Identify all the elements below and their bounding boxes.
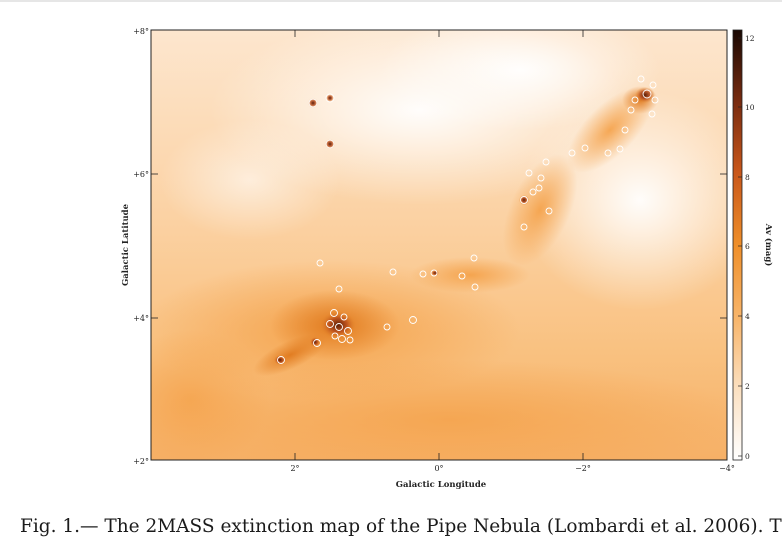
extinction-map-image: [151, 30, 727, 460]
colorbar-tick-label: 8: [745, 173, 750, 182]
y-axis-label: Galactic Latitude: [121, 203, 131, 286]
colorbar-tick-label: 0: [745, 452, 750, 461]
y-tick-label: +4°: [133, 314, 149, 323]
colorbar-tick-labels: 12 10 8 6 4 2 0: [745, 34, 755, 461]
y-tick-label: +8°: [133, 27, 149, 36]
colorbar-label: Av (mag): [763, 223, 774, 267]
core-markers: [277, 75, 659, 364]
x-tick-label: 2°: [290, 464, 299, 473]
colorbar-tick-label: 4: [745, 312, 750, 321]
y-tick-labels: +8° +6° +4° +2°: [133, 27, 149, 466]
extinction-map-figure: 2° 0° −2° −4° Galactic Longitude +8° +6°…: [121, 27, 774, 490]
y-tick-label: +2°: [133, 457, 149, 466]
x-tick-labels: 2° 0° −2° −4°: [290, 464, 734, 473]
map-ticks: [151, 30, 727, 460]
x-tick-label: −2°: [575, 464, 591, 473]
figure-caption: Fig. 1.— The 2MASS extinction map of the…: [20, 516, 782, 537]
colorbar-tick-label: 2: [745, 382, 750, 391]
x-tick-label: 0°: [434, 464, 443, 473]
colorbar: [732, 29, 743, 461]
top-divider: [0, 0, 782, 2]
colorbar-tick-label: 6: [745, 242, 750, 251]
x-axis-label: Galactic Longitude: [396, 480, 487, 490]
colorbar-ticks: [738, 37, 742, 457]
colorbar-tick-label: 10: [745, 103, 755, 112]
x-tick-label: −4°: [719, 464, 735, 473]
y-tick-label: +6°: [133, 170, 149, 179]
colorbar-tick-label: 12: [745, 34, 755, 43]
